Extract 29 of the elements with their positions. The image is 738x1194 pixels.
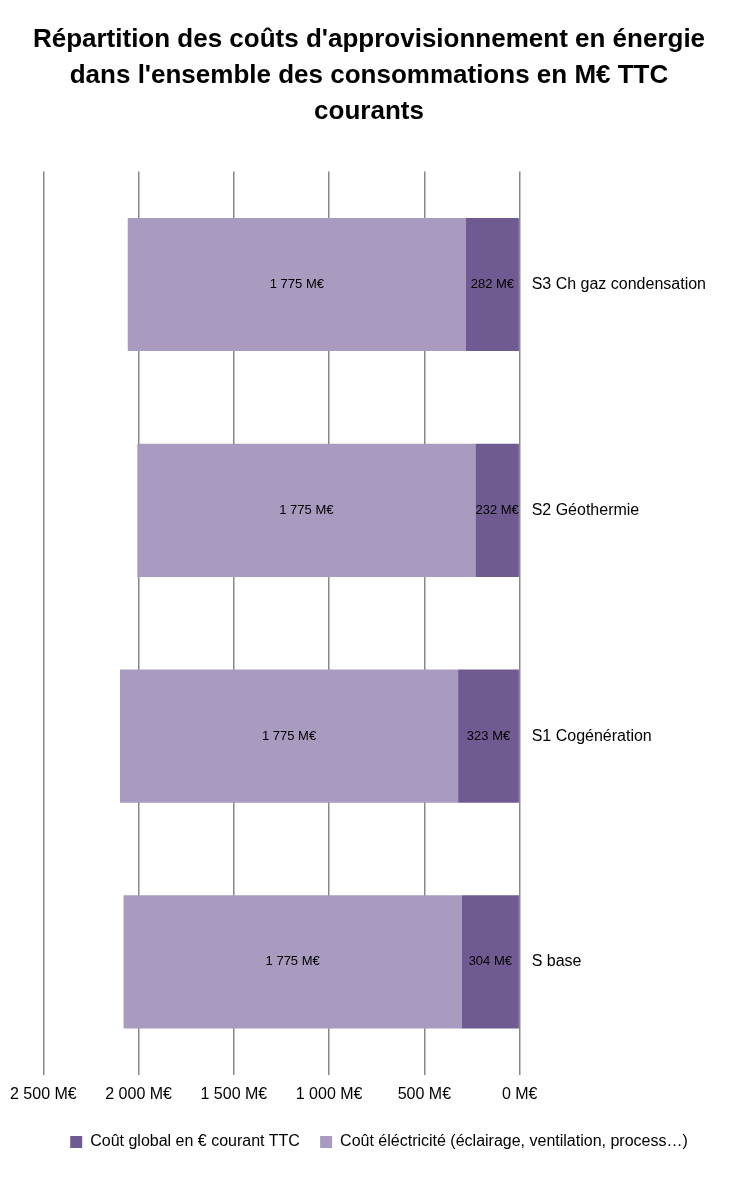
x-tick-label: 0 M€ bbox=[501, 1084, 538, 1102]
data-label: 282 M€ bbox=[470, 276, 515, 292]
y-tick-label: S3 Ch gaz condensation bbox=[531, 274, 706, 292]
y-tick-label: S base bbox=[531, 952, 582, 970]
data-label: 1 775 M€ bbox=[265, 953, 321, 969]
bar bbox=[119, 669, 459, 803]
bar bbox=[458, 669, 519, 803]
x-tick-label: 1 000 M€ bbox=[295, 1084, 363, 1102]
bar bbox=[123, 895, 462, 1029]
bar bbox=[127, 217, 466, 352]
data-label: 304 M€ bbox=[468, 953, 513, 969]
bar bbox=[461, 895, 519, 1029]
data-label: 232 M€ bbox=[475, 501, 520, 517]
x-tick-label: 2 000 M€ bbox=[105, 1084, 173, 1102]
bar bbox=[137, 443, 476, 577]
x-tick-label: 500 M€ bbox=[397, 1084, 452, 1102]
x-tick-label: 1 500 M€ bbox=[200, 1084, 268, 1102]
chart-title: Répartition des coûts d'approvisionnement en énergie dans l'ensemble des consommations en M€ TTC courants bbox=[31, 22, 707, 127]
bar bbox=[475, 443, 519, 577]
data-label: 1 775 M€ bbox=[269, 276, 325, 292]
x-tick-label: 2 500 M€ bbox=[10, 1084, 77, 1102]
y-tick-label: S1 Cogénération bbox=[531, 726, 652, 744]
data-label: 323 M€ bbox=[466, 727, 511, 743]
legend-label: Coût éléctricité (éclairage, ventilation, process…) bbox=[340, 1132, 688, 1150]
data-label: 1 775 M€ bbox=[261, 727, 317, 743]
legend-label: Coût global en € courant TTC bbox=[90, 1132, 300, 1150]
bar bbox=[465, 217, 519, 352]
y-tick-label: S2 Géothermie bbox=[531, 500, 640, 518]
data-label: 1 775 M€ bbox=[279, 501, 335, 517]
